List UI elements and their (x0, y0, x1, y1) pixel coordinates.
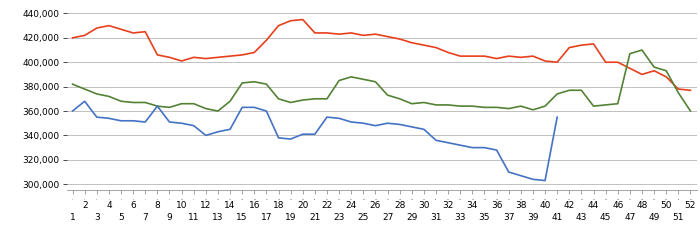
Text: 7: 7 (142, 213, 148, 222)
Text: 25: 25 (358, 213, 369, 222)
Text: 44: 44 (588, 202, 599, 210)
Text: 36: 36 (491, 202, 503, 210)
Text: 23: 23 (333, 213, 345, 222)
Text: 10: 10 (176, 202, 188, 210)
Text: 20: 20 (297, 202, 309, 210)
Text: 46: 46 (612, 202, 624, 210)
Text: 47: 47 (624, 213, 636, 222)
Text: 11: 11 (188, 213, 199, 222)
Text: 12: 12 (200, 202, 211, 210)
Text: 49: 49 (648, 213, 660, 222)
Text: 4: 4 (106, 202, 112, 210)
Text: 32: 32 (442, 202, 454, 210)
Text: 15: 15 (237, 213, 248, 222)
Text: 40: 40 (540, 202, 551, 210)
Text: 19: 19 (285, 213, 296, 222)
Text: 38: 38 (515, 202, 526, 210)
Text: 18: 18 (273, 202, 284, 210)
Text: 41: 41 (552, 213, 563, 222)
Text: 45: 45 (600, 213, 611, 222)
Text: 43: 43 (575, 213, 587, 222)
Text: 51: 51 (673, 213, 684, 222)
Text: 9: 9 (167, 213, 172, 222)
Text: 27: 27 (382, 213, 393, 222)
Text: 1: 1 (70, 213, 76, 222)
Text: 26: 26 (370, 202, 381, 210)
Text: 21: 21 (309, 213, 321, 222)
Text: 33: 33 (454, 213, 466, 222)
Text: 42: 42 (564, 202, 575, 210)
Text: 30: 30 (418, 202, 430, 210)
Text: 3: 3 (94, 213, 99, 222)
Text: 50: 50 (661, 202, 672, 210)
Text: 22: 22 (321, 202, 332, 210)
Text: 16: 16 (248, 202, 260, 210)
Text: 34: 34 (467, 202, 478, 210)
Text: 48: 48 (636, 202, 648, 210)
Text: 37: 37 (503, 213, 514, 222)
Text: 39: 39 (527, 213, 539, 222)
Text: 8: 8 (155, 202, 160, 210)
Text: 31: 31 (430, 213, 442, 222)
Text: 28: 28 (394, 202, 405, 210)
Text: 35: 35 (479, 213, 490, 222)
Text: 17: 17 (260, 213, 272, 222)
Text: 52: 52 (685, 202, 696, 210)
Text: 14: 14 (225, 202, 236, 210)
Text: 2: 2 (82, 202, 88, 210)
Text: 29: 29 (406, 213, 417, 222)
Text: 6: 6 (130, 202, 136, 210)
Text: 5: 5 (118, 213, 124, 222)
Text: 13: 13 (212, 213, 224, 222)
Text: 24: 24 (346, 202, 357, 210)
